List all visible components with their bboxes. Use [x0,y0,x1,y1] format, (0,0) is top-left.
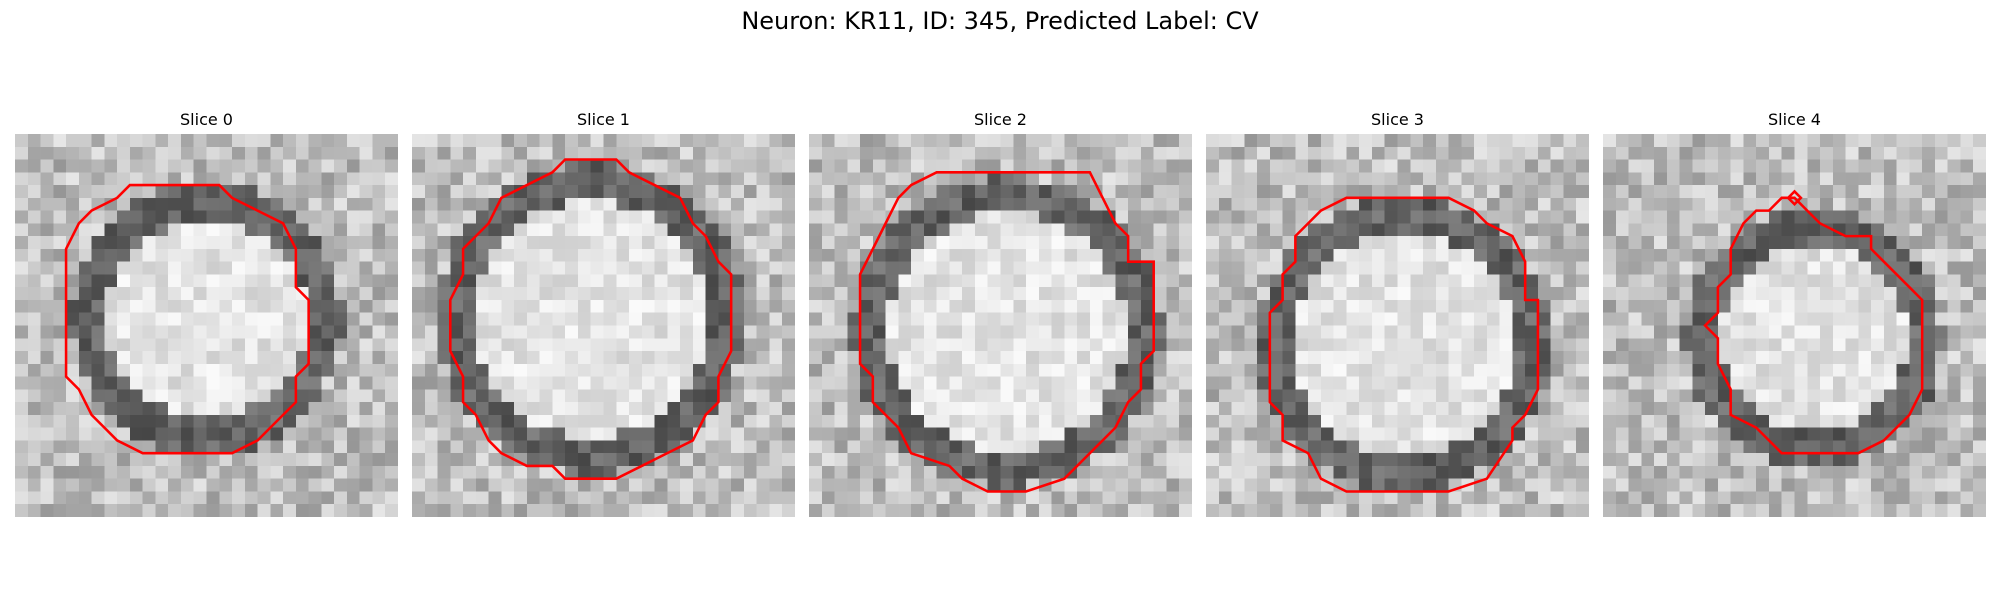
slice-panel-1: Slice 1 [412,110,795,517]
segmentation-contour [858,171,1155,493]
slice-panel-0: Slice 0 [15,110,398,517]
slice-image [1603,134,1986,517]
slice-panel-2: Slice 2 [809,110,1192,517]
slice-image [809,134,1192,517]
slice-image [15,134,398,517]
slice-image [412,134,795,517]
segmentation-contour [1703,196,1924,455]
slice-title: Slice 4 [1768,110,1821,129]
microscopy-image [15,134,398,517]
segmentation-contour [64,183,310,455]
microscopy-image [1603,134,1986,517]
slice-panel-3: Slice 3 [1206,110,1589,517]
slice-title: Slice 2 [974,110,1027,129]
microscopy-image [809,134,1192,517]
slice-image [1206,134,1589,517]
segmentation-contour [449,158,733,480]
figure-title: Neuron: KR11, ID: 345, Predicted Label: … [741,7,1259,35]
slice-panel-4: Slice 4 [1603,110,1986,517]
segmentation-contour [1268,196,1540,493]
slice-title: Slice 1 [577,110,630,129]
slice-title: Slice 3 [1371,110,1424,129]
microscopy-image [412,134,795,517]
contour-loop [1786,189,1803,207]
slice-title: Slice 0 [180,110,233,129]
microscopy-image [1206,134,1589,517]
